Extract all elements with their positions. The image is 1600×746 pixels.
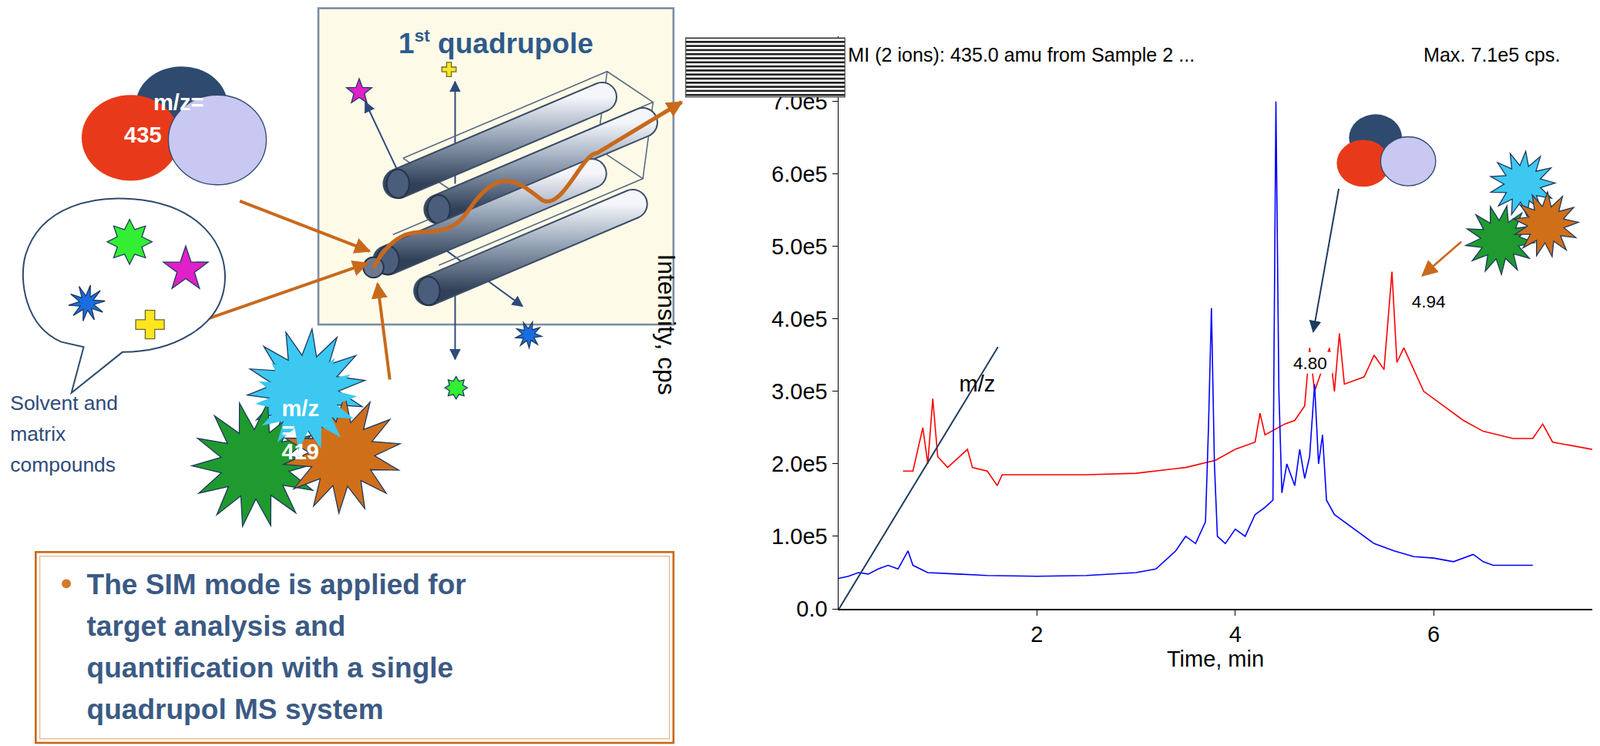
svg-text:matrix: matrix xyxy=(10,422,66,446)
svg-text:1st quadrupole: 1st quadrupole xyxy=(398,26,594,60)
svg-text:2: 2 xyxy=(1030,621,1043,647)
svg-text:compounds: compounds xyxy=(10,453,116,477)
svg-text:6: 6 xyxy=(1427,621,1440,647)
svg-text:Solvent and: Solvent and xyxy=(10,391,118,415)
svg-text:4.0e5: 4.0e5 xyxy=(771,306,828,332)
svg-text:4: 4 xyxy=(1229,621,1242,647)
svg-text:m/z=: m/z= xyxy=(153,90,205,115)
svg-text:quadrupol MS system: quadrupol MS system xyxy=(87,692,384,726)
svg-text:7.0e5: 7.0e5 xyxy=(771,89,828,115)
svg-text:419: 419 xyxy=(281,439,320,464)
svg-text:The SIM mode is applied for: The SIM mode is applied for xyxy=(87,568,467,601)
svg-text:3.0e5: 3.0e5 xyxy=(771,379,828,404)
svg-text:2.0e5: 2.0e5 xyxy=(771,451,828,477)
svg-text:Time, min: Time, min xyxy=(1166,646,1264,672)
svg-text:quantification with a single: quantification with a single xyxy=(87,651,454,684)
svg-text:435: 435 xyxy=(124,122,162,148)
svg-text:5.0e5: 5.0e5 xyxy=(771,234,828,259)
svg-text:m/z: m/z xyxy=(959,371,996,397)
svg-text:4.80: 4.80 xyxy=(1293,353,1328,374)
svg-text:m/z: m/z xyxy=(281,396,320,421)
svg-text:6.0e5: 6.0e5 xyxy=(771,161,828,187)
svg-text:Max. 7.1e5 cps.: Max. 7.1e5 cps. xyxy=(1423,43,1560,66)
svg-text:4.94: 4.94 xyxy=(1411,292,1446,312)
svg-text:MI (2 ions): 435.0 amu from Sa: MI (2 ions): 435.0 amu from Sample 2 ... xyxy=(847,43,1195,66)
svg-text:1.0e5: 1.0e5 xyxy=(771,524,828,549)
svg-text:Intensity, cps: Intensity, cps xyxy=(652,254,681,396)
svg-text:target analysis and: target analysis and xyxy=(87,609,347,643)
svg-text:0.0: 0.0 xyxy=(796,596,827,622)
svg-text:=: = xyxy=(281,418,295,444)
